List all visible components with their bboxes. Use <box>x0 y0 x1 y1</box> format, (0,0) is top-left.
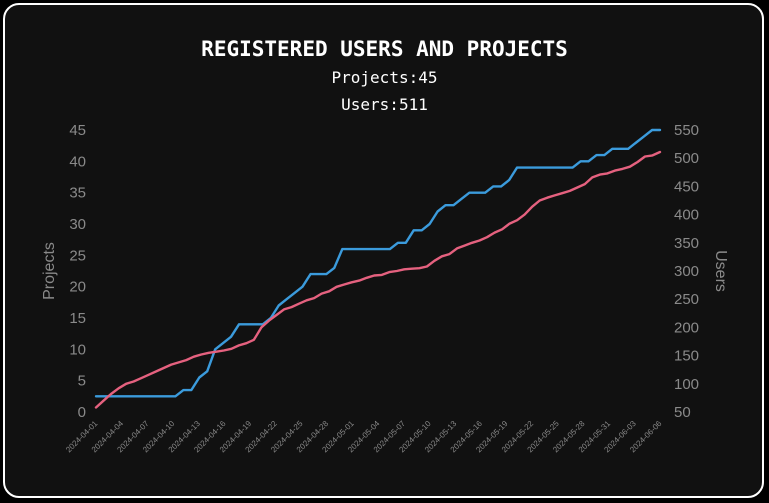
y-right-tick-label: 500 <box>674 150 699 167</box>
users-line <box>94 150 662 409</box>
y-left-tick-label: 15 <box>69 310 86 327</box>
y-right-tick-label: 300 <box>674 263 699 280</box>
y-right-tick-label: 150 <box>674 348 699 365</box>
y-left-tick-label: 45 <box>69 122 86 139</box>
y-right-tick-label: 200 <box>674 319 699 336</box>
y-left-tick-label: 10 <box>69 341 86 358</box>
y-right-tick-label: 400 <box>674 207 699 224</box>
y-right-axis-label: Users <box>712 250 729 292</box>
y-left-axis-label: Projects <box>41 242 58 300</box>
users-total-subtitle: Users:511 <box>341 95 428 114</box>
chart-title: REGISTERED USERS AND PROJECTS <box>201 37 568 61</box>
y-left-tick-label: 30 <box>69 216 86 233</box>
y-right-tick-label: 50 <box>674 404 691 421</box>
projects-line <box>94 128 662 398</box>
projects-total-subtitle: Projects:45 <box>331 68 438 87</box>
y-left-tick-label: 40 <box>69 153 86 170</box>
y-right-tick-label: 450 <box>674 178 699 195</box>
y-right-tick-label: 550 <box>674 122 699 139</box>
y-left-tick-label: 5 <box>78 373 86 390</box>
y-right-tick-label: 100 <box>674 376 699 393</box>
y-left-tick-label: 35 <box>69 185 86 202</box>
chart-card <box>3 3 764 498</box>
y-left-tick-label: 0 <box>78 404 86 421</box>
y-left-tick-label: 20 <box>69 279 86 296</box>
y-right-tick-label: 250 <box>674 291 699 308</box>
y-left-tick-label: 25 <box>69 247 86 264</box>
y-right-tick-label: 350 <box>674 235 699 252</box>
